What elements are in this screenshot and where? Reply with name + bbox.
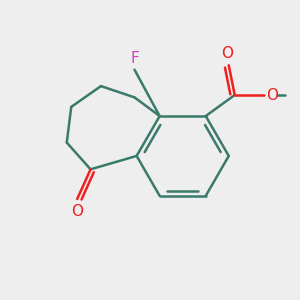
Text: O: O (221, 46, 233, 62)
Text: F: F (130, 51, 139, 66)
Text: O: O (71, 204, 83, 219)
Text: O: O (266, 88, 278, 103)
